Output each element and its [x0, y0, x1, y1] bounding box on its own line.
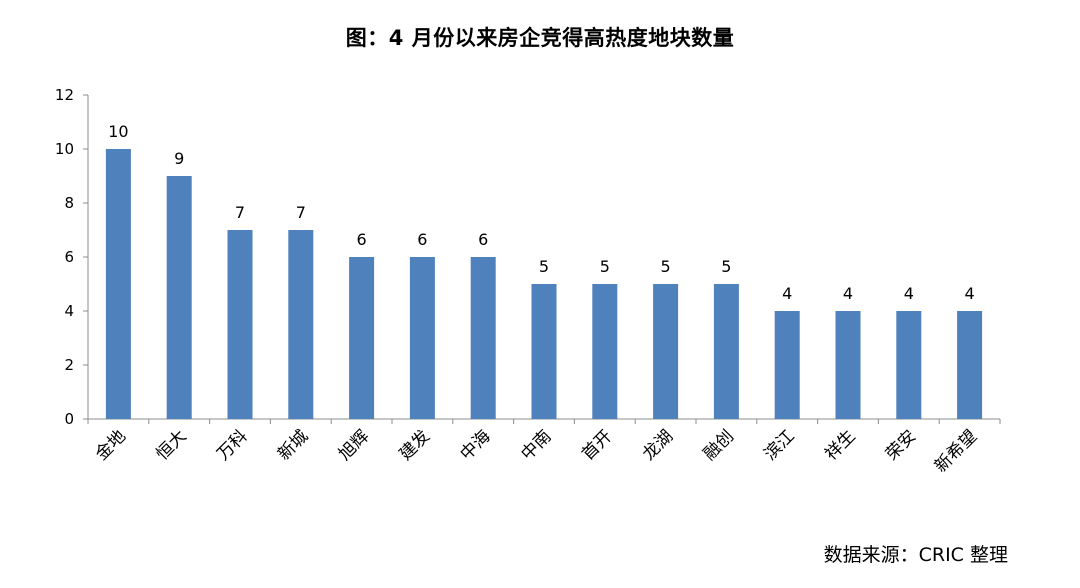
bar	[105, 149, 131, 419]
bar	[957, 311, 983, 419]
bar	[409, 257, 435, 419]
category-label: 荣安	[882, 426, 920, 464]
data-label: 5	[600, 257, 610, 276]
y-tick-label: 8	[64, 194, 74, 212]
bar	[227, 230, 253, 419]
data-label: 4	[965, 284, 975, 303]
category-label: 祥生	[821, 426, 859, 464]
data-label: 5	[721, 257, 731, 276]
category-label: 恒大	[153, 426, 191, 464]
data-label: 4	[782, 284, 792, 303]
bar	[653, 284, 679, 419]
data-label: 5	[661, 257, 671, 276]
category-label: 金地	[92, 426, 130, 464]
data-label: 6	[478, 230, 488, 249]
bar	[166, 176, 192, 419]
category-label: 中海	[457, 426, 495, 464]
data-label: 7	[296, 203, 306, 222]
category-label: 滨江	[761, 426, 799, 464]
bar	[349, 257, 375, 419]
data-label: 10	[108, 122, 128, 141]
bar	[288, 230, 314, 419]
bar	[774, 311, 800, 419]
bar	[531, 284, 557, 419]
source-note: 数据来源：CRIC 整理	[823, 544, 1008, 566]
category-label: 万科	[213, 426, 251, 464]
y-tick-label: 12	[55, 86, 74, 104]
bar	[592, 284, 618, 419]
data-label: 5	[539, 257, 549, 276]
y-tick-label: 10	[55, 140, 74, 158]
data-label: 9	[174, 149, 184, 168]
bar	[713, 284, 739, 419]
y-tick-label: 0	[64, 410, 74, 428]
data-label: 6	[357, 230, 367, 249]
data-label: 6	[417, 230, 427, 249]
bar	[835, 311, 861, 419]
bar	[470, 257, 496, 419]
data-label: 4	[904, 284, 914, 303]
category-label: 首开	[578, 426, 616, 464]
category-label: 新城	[274, 426, 312, 464]
category-label: 龙湖	[639, 426, 677, 464]
category-label: 建发	[396, 426, 434, 464]
data-label: 4	[843, 284, 853, 303]
data-label: 7	[235, 203, 245, 222]
category-label: 新希望	[931, 426, 981, 476]
category-label: 旭辉	[335, 426, 373, 464]
y-tick-label: 2	[64, 356, 74, 374]
y-tick-label: 4	[64, 302, 74, 320]
chart-title: 图：4 月份以来房企竞得高热度地块数量	[345, 26, 735, 50]
category-label: 中南	[517, 426, 555, 464]
y-tick-label: 6	[64, 248, 74, 266]
bar	[896, 311, 922, 419]
category-label: 融创	[700, 426, 738, 464]
